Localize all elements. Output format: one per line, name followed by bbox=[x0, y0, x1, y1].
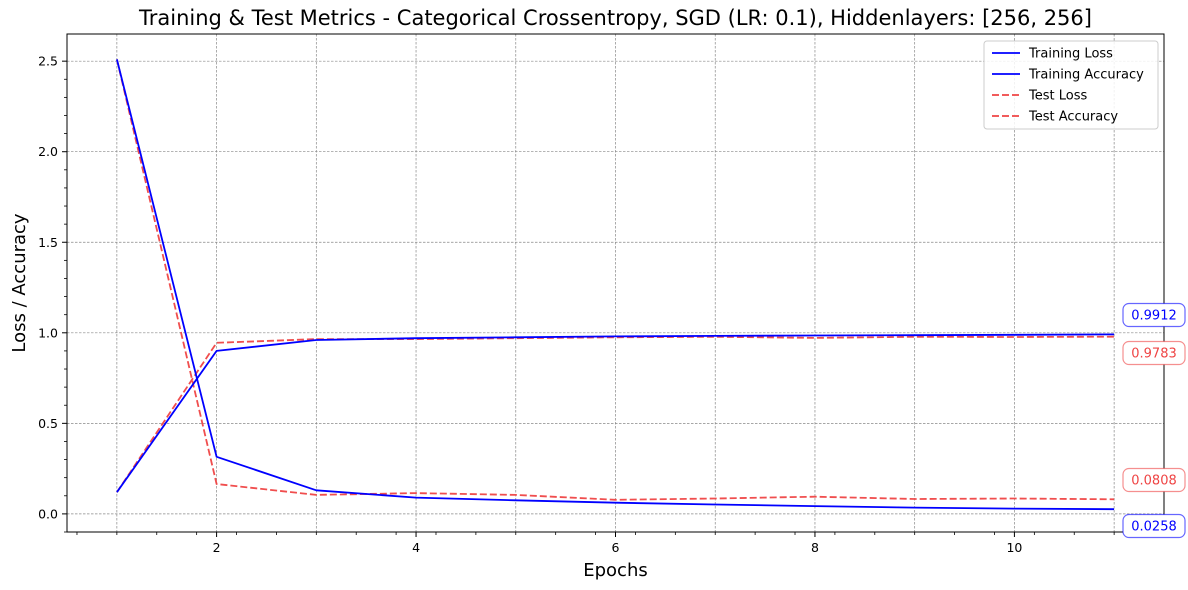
x-tick-label: 6 bbox=[612, 540, 620, 555]
legend-label: Test Loss bbox=[1028, 89, 1087, 104]
y-tick-label: 1.0 bbox=[38, 325, 58, 340]
legend: Training Loss Training Accuracy Test Loss T… bbox=[983, 40, 1159, 130]
x-tick-label: 2 bbox=[213, 540, 221, 555]
y-tick-label: 2.5 bbox=[38, 54, 58, 69]
series-line-test-loss bbox=[116, 59, 1115, 501]
y-tick-label: 0.5 bbox=[38, 416, 58, 431]
series-line-test-accuracy bbox=[116, 335, 1115, 493]
x-tick-label: 10 bbox=[1006, 540, 1022, 555]
annotation-box bbox=[1122, 467, 1186, 493]
x-tick-label: 4 bbox=[412, 540, 420, 555]
y-tick-label: 1.5 bbox=[38, 235, 58, 250]
chart-title: Training & Test Metrics - Categorical Cr… bbox=[138, 6, 1092, 30]
series-line-training-accuracy bbox=[116, 333, 1115, 493]
legend-label: Test Accuracy bbox=[1028, 110, 1118, 125]
series-lines bbox=[116, 59, 1115, 511]
grid bbox=[67, 34, 1164, 532]
axis-ticks: 2 4 6 8 10 0.0 0.5 1.0 1.5 2.0 2.5 bbox=[38, 54, 1115, 555]
x-tick-label: 8 bbox=[811, 540, 819, 555]
y-tick-label: 2.0 bbox=[38, 144, 58, 159]
y-axis-title: Loss / Accuracy bbox=[9, 213, 30, 353]
end-annotations: 0.9912 0.9783 0.0808 0.0258 bbox=[1122, 302, 1186, 539]
annotation-box bbox=[1122, 513, 1186, 539]
legend-box bbox=[983, 40, 1159, 130]
series-line-training-loss bbox=[116, 59, 1115, 511]
annotation-label: 0.0808 bbox=[1131, 474, 1177, 489]
y-tick-label: 0.0 bbox=[38, 506, 58, 521]
legend-label: Training Loss bbox=[1028, 47, 1113, 62]
annotation-box bbox=[1122, 302, 1186, 328]
annotation-box bbox=[1122, 340, 1186, 366]
annotation-label: 0.9783 bbox=[1131, 347, 1177, 362]
annotation-label: 0.9912 bbox=[1131, 309, 1177, 324]
annotation-label: 0.0258 bbox=[1131, 520, 1177, 535]
legend-label: Training Accuracy bbox=[1028, 68, 1144, 83]
x-axis-title: Epochs bbox=[583, 560, 648, 581]
